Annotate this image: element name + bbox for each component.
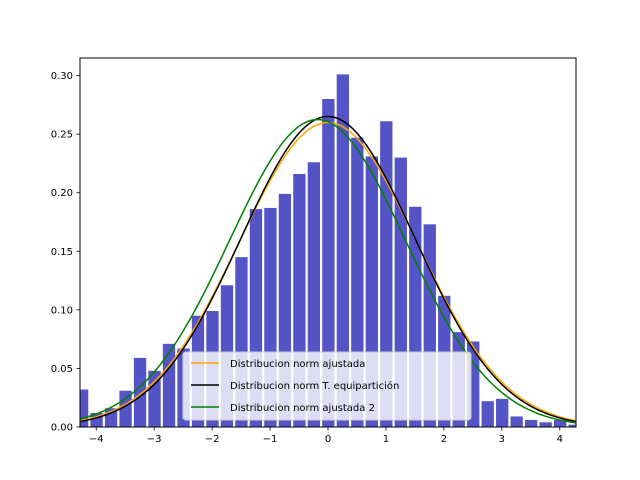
histogram-bar bbox=[539, 422, 552, 427]
x-tick-label: −3 bbox=[147, 434, 162, 445]
histogram-bar bbox=[510, 416, 523, 427]
legend-label-norm-equiparticion: Distribucion norm T. equipartición bbox=[230, 380, 399, 392]
x-tick-label: 2 bbox=[441, 434, 447, 445]
x-tick-label: −2 bbox=[205, 434, 220, 445]
x-tick-label: 1 bbox=[383, 434, 389, 445]
legend: Distribucion norm ajustada Distribucion … bbox=[182, 351, 472, 421]
legend-label-norm-ajustada: Distribucion norm ajustada bbox=[230, 359, 365, 370]
y-tick-label: 0.25 bbox=[51, 130, 73, 141]
y-tick-label: 0.15 bbox=[51, 247, 73, 258]
y-tick-label: 0.20 bbox=[51, 188, 73, 199]
x-tick-label: 3 bbox=[499, 434, 505, 445]
histogram-bar bbox=[162, 343, 176, 427]
x-tick-label: −1 bbox=[263, 434, 278, 445]
y-tick-label: 0.00 bbox=[51, 423, 73, 434]
legend-label-norm-ajustada-2: Distribucion norm ajustada 2 bbox=[230, 403, 375, 414]
histogram-bar bbox=[496, 398, 509, 427]
histogram-bar bbox=[336, 74, 350, 427]
histogram-bar bbox=[133, 357, 147, 427]
y-tick-label: 0.05 bbox=[51, 364, 73, 375]
legend-box bbox=[182, 351, 472, 421]
y-tick-label: 0.30 bbox=[51, 71, 73, 82]
histogram-bar bbox=[525, 419, 538, 427]
pdf-curve-norm-ajustada-2 bbox=[80, 118, 576, 424]
y-tick-label: 0.10 bbox=[51, 305, 73, 316]
x-axis: −4 −3 −2 −1 0 1 2 3 4 bbox=[89, 427, 563, 445]
pdf-curve-norm-ajustada bbox=[80, 121, 576, 422]
pdf-curves bbox=[80, 115, 576, 424]
histogram-bar bbox=[322, 99, 335, 427]
histogram-bar bbox=[553, 419, 567, 427]
histogram-bar bbox=[380, 121, 393, 427]
histogram-bar bbox=[481, 401, 494, 427]
x-tick-label: −4 bbox=[89, 434, 104, 445]
x-tick-label: 0 bbox=[325, 434, 331, 445]
x-tick-label: 4 bbox=[557, 434, 563, 445]
pdf-curve-norm-equiparticion bbox=[80, 115, 576, 423]
y-axis: 0.00 0.05 0.10 0.15 0.20 0.25 0.30 bbox=[51, 71, 80, 434]
histogram-bar bbox=[80, 389, 89, 427]
histogram-bar bbox=[568, 424, 576, 427]
